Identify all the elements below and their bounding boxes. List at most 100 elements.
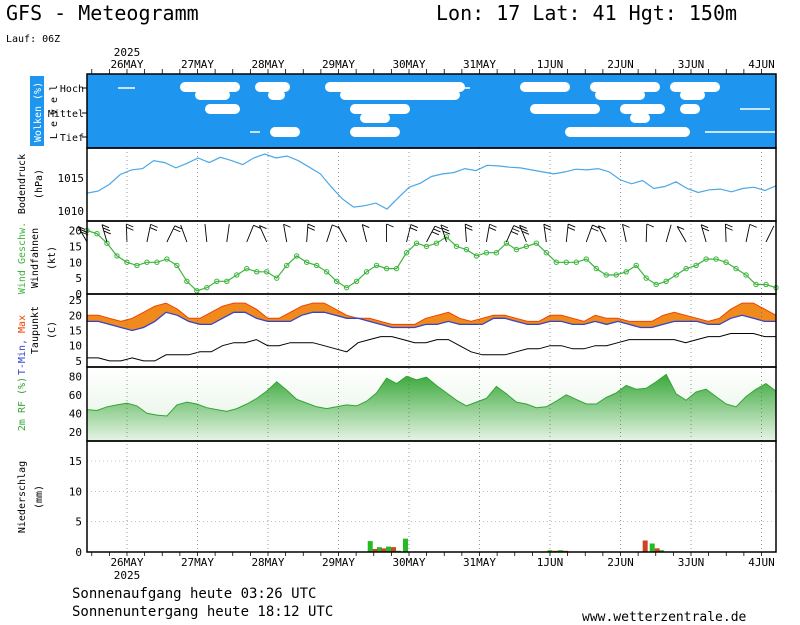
- barb-feather: [591, 227, 599, 232]
- wind-barb: [180, 224, 188, 243]
- wind-tick-label: 0: [75, 288, 82, 301]
- barb-feather: [102, 227, 111, 232]
- wind-speed-point: [204, 284, 210, 291]
- wind-speed-point: [164, 256, 170, 262]
- day-label-top: 28MAY: [251, 58, 284, 71]
- barb-staff: [361, 224, 368, 243]
- cloud-blob: [530, 104, 600, 114]
- wind-barbs-axis-label: Windfahnen: [30, 228, 41, 288]
- wind-barb: [146, 223, 158, 243]
- pressure-unit-label: (hPa): [34, 169, 45, 199]
- wind-barb: [585, 224, 600, 243]
- barb-staff: [306, 224, 309, 243]
- data-layers: [77, 153, 779, 553]
- barb-staff: [246, 225, 254, 243]
- precip-tick-label: 10: [69, 485, 82, 498]
- wind-speed-point: [553, 259, 560, 265]
- level-axis-label: L e v e l: [49, 85, 60, 139]
- gridlines: [87, 148, 776, 552]
- source-link[interactable]: www.wetterzentrale.de: [582, 610, 747, 625]
- barb-feather: [149, 227, 158, 231]
- day-label-bottom: 28MAY: [251, 556, 284, 569]
- wind-speed-point: [284, 262, 290, 269]
- wind-speed-point: [343, 284, 350, 291]
- day-label-bottom: 29MAY: [322, 556, 355, 569]
- wind-speed-point: [653, 281, 659, 288]
- wind-speed-point: [214, 278, 220, 285]
- barb-staff: [519, 225, 527, 243]
- temperature-tick-label: 25: [69, 294, 82, 307]
- axis-labels: 1010101505101520510152025204060800510152…: [17, 46, 775, 582]
- wind-speed-point: [673, 272, 679, 278]
- wind-barb: [226, 224, 230, 243]
- wind-barb: [622, 223, 630, 243]
- level-label: Tief: [60, 133, 84, 144]
- wind-speed-point: [683, 265, 689, 272]
- barb-feather: [465, 223, 473, 228]
- barb-feather: [307, 223, 316, 228]
- barb-feather: [253, 224, 261, 229]
- level-label: Mittel: [48, 109, 84, 120]
- wind-speed-point: [513, 246, 520, 253]
- barb-feather: [434, 225, 443, 230]
- temperature-tick-label: 20: [69, 309, 82, 322]
- precip-bar: [558, 550, 564, 552]
- barb-feather: [489, 223, 497, 228]
- wind-speed-point: [194, 288, 200, 294]
- humidity-area: [87, 374, 776, 441]
- barb-staff: [585, 224, 593, 243]
- temperature-tick-label: 10: [69, 340, 82, 353]
- wind-speed-line: [86, 229, 777, 292]
- precip-bar: [654, 548, 660, 552]
- wind-speed-point: [94, 230, 100, 237]
- precip-unit-label: (mm): [34, 485, 45, 509]
- tmin-label: T-Min,: [17, 339, 28, 375]
- wind-barb: [665, 224, 672, 243]
- barb-feather: [442, 230, 451, 235]
- barb-feather: [79, 228, 87, 233]
- barb-feather: [512, 228, 520, 232]
- sunset-text: Sonnenuntergang heute 18:12 UTC: [72, 604, 334, 620]
- level-label: Hoch: [60, 84, 84, 95]
- location-info: Lon: 17 Lat: 41 Hgt: 150m: [436, 1, 738, 25]
- barb-staff: [406, 224, 412, 243]
- barb-staff: [765, 225, 775, 243]
- day-label-top: 31MAY: [463, 58, 496, 71]
- barb-feather: [598, 225, 606, 230]
- day-label-bottom: 26MAY: [110, 556, 143, 569]
- wind-speed-point: [184, 278, 190, 285]
- day-label-top: 1JUN: [537, 58, 564, 71]
- clouds-label-box: [30, 76, 44, 146]
- wind-barb: [386, 223, 394, 242]
- barb-staff: [485, 224, 490, 243]
- precip-bar: [381, 548, 387, 552]
- wind-barb: [645, 223, 654, 243]
- barb-feather: [749, 223, 757, 228]
- barb-staff: [125, 223, 128, 243]
- wind-speed-point: [373, 262, 380, 269]
- wind-speed-point: [593, 265, 599, 272]
- wind-speed-point: [573, 259, 579, 265]
- run-label: Lauf: 06Z: [6, 34, 61, 45]
- wind-speed-point: [753, 281, 759, 288]
- barb-staff: [77, 226, 88, 243]
- pressure-tick-label: 1015: [58, 172, 85, 185]
- wind-speed-point: [134, 262, 140, 269]
- wind-speed-point: [114, 253, 120, 259]
- humidity-tick-label: 40: [69, 407, 82, 420]
- day-label-top: 3JUN: [678, 58, 705, 71]
- barb-feather: [362, 224, 370, 228]
- barb-staff: [226, 224, 230, 243]
- barb-feather: [307, 226, 315, 231]
- barb-feather: [701, 227, 710, 232]
- day-label-bottom: 31MAY: [463, 556, 496, 569]
- barb-feather: [433, 228, 441, 233]
- barb-staff: [337, 225, 348, 243]
- tmin-line: [87, 311, 776, 332]
- day-label-top: 4JUN: [748, 58, 775, 71]
- barb-feather: [150, 223, 158, 228]
- wind-barb: [426, 225, 443, 243]
- day-label-top: 2JUN: [607, 58, 634, 71]
- wind-barb: [440, 224, 451, 243]
- cloud-blob: [670, 82, 720, 92]
